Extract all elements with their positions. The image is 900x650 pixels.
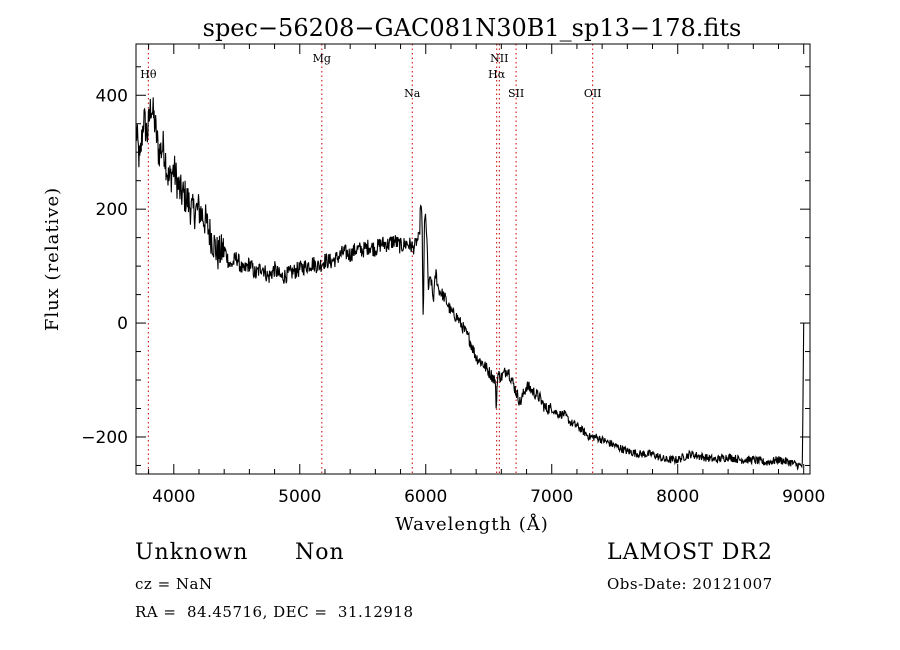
y-tick-label-2: 200 <box>96 200 128 220</box>
line-label-2: Na <box>404 87 421 100</box>
y-tick-label-0: −200 <box>81 428 128 448</box>
y-tick-label-3: 400 <box>96 86 128 106</box>
x-tick-label-5: 9000 <box>782 487 825 507</box>
plot-frame <box>135 43 811 475</box>
line-label-6: OII <box>584 87 602 100</box>
spectrum-line <box>135 97 805 471</box>
y-axis-label: Flux (relative) <box>42 187 63 331</box>
x-tick-label-3: 7000 <box>530 487 573 507</box>
line-label-0: Hθ <box>140 68 157 81</box>
x-tick-label-0: 4000 <box>152 487 195 507</box>
line-label-5: SII <box>508 87 524 100</box>
line-label-3: NII <box>490 52 508 65</box>
line-label-1: Mg <box>313 52 331 65</box>
y-tick-label-1: 0 <box>117 314 128 334</box>
line-label-4: Hα <box>488 68 506 81</box>
x-tick-label-2: 6000 <box>404 487 447 507</box>
ra-dec: RA = 84.45716, DEC = 31.12918 <box>135 603 414 621</box>
survey-name: LAMOST DR2 <box>607 540 773 565</box>
chart-title: spec−56208−GAC081N30B1_sp13−178.fits <box>203 14 742 42</box>
object-subclass: Non <box>295 540 345 565</box>
obs-date: Obs-Date: 20121007 <box>607 575 773 593</box>
x-axis-label: Wavelength (Å) <box>395 513 549 535</box>
redshift-cz: cz = NaN <box>135 575 213 593</box>
x-tick-label-1: 5000 <box>278 487 321 507</box>
object-class: Unknown <box>135 540 249 565</box>
x-tick-label-4: 8000 <box>656 487 699 507</box>
